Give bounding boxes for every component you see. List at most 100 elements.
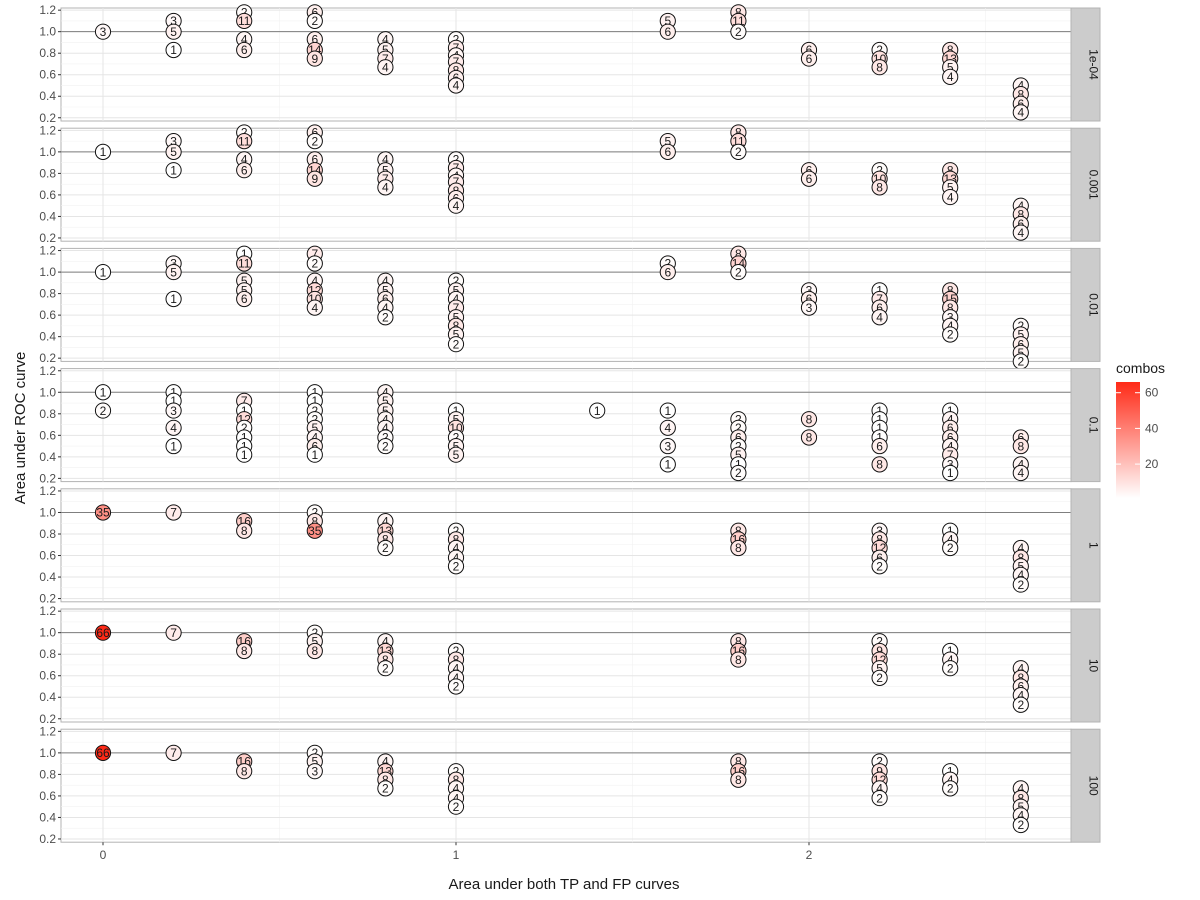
- point-marker: [377, 780, 394, 797]
- data-point: 1: [165, 41, 182, 59]
- y-tick-label: 0.8: [39, 767, 56, 781]
- facet-panels: 0.20.40.60.81.01.23351211466261494574274…: [39, 3, 1101, 846]
- y-tick-label: 0.2: [39, 471, 56, 485]
- point-marker: [306, 170, 323, 187]
- data-point: 11: [236, 133, 253, 150]
- point-label: 5: [170, 145, 177, 159]
- point-label: 4: [382, 274, 389, 288]
- y-tick-label: 1.0: [39, 626, 56, 640]
- y-tick-label: 1.0: [39, 25, 56, 39]
- point-label: 8: [241, 764, 248, 778]
- point-label: 4: [876, 782, 883, 796]
- point-marker: [447, 197, 465, 214]
- point-marker: [377, 309, 394, 326]
- point-label: 8: [311, 514, 318, 528]
- facet-strip-label: 0.01: [1087, 293, 1101, 317]
- point-label: 4: [1017, 226, 1024, 240]
- point-label: 4: [311, 274, 318, 288]
- data-point: 4: [871, 309, 888, 326]
- data-point: 5: [165, 23, 182, 40]
- data-point: 8: [871, 179, 888, 196]
- point-label: 5: [241, 284, 248, 298]
- data-point: 5: [447, 446, 465, 463]
- point-marker: [377, 660, 394, 677]
- point-label: 1: [100, 385, 107, 399]
- point-marker: [165, 263, 182, 281]
- point-label: 7: [241, 394, 248, 408]
- point-label: 35: [96, 506, 110, 520]
- point-label: 8: [735, 524, 742, 538]
- legend-tick-label: 40: [1145, 421, 1159, 435]
- y-tick-label: 1.2: [39, 244, 56, 258]
- point-marker: [659, 456, 676, 473]
- point-marker: [800, 299, 818, 316]
- point-label: 5: [876, 661, 883, 675]
- point-label: 6: [806, 52, 813, 66]
- point-label: 4: [947, 533, 954, 547]
- point-label: 1: [311, 394, 318, 408]
- point-marker: [306, 522, 323, 539]
- point-label: 8: [453, 319, 460, 333]
- point-marker: [1012, 464, 1029, 482]
- point-label: 2: [735, 412, 742, 426]
- point-label: 5: [1017, 800, 1024, 814]
- data-point: 11: [236, 255, 253, 272]
- point-marker: [165, 290, 182, 308]
- point-label: 3: [664, 439, 671, 453]
- point-marker: [236, 41, 253, 59]
- point-marker: [94, 143, 112, 160]
- point-marker: [306, 50, 323, 67]
- point-marker: [165, 162, 182, 179]
- point-label: 7: [453, 175, 460, 189]
- data-point: 2: [306, 255, 323, 272]
- point-label: 2: [453, 274, 460, 288]
- facet-strip-label: 1: [1087, 542, 1101, 549]
- point-label: 2: [876, 755, 883, 769]
- point-label: 8: [947, 301, 954, 315]
- point-label: 5: [664, 134, 671, 148]
- point-label: 2: [453, 800, 460, 814]
- panel-background: [60, 728, 1072, 843]
- point-label: 3: [947, 458, 954, 472]
- point-label: 8: [735, 247, 742, 261]
- data-point: 1: [589, 402, 606, 419]
- point-marker: [730, 143, 747, 160]
- point-marker: [236, 255, 253, 272]
- point-label: 1: [170, 43, 177, 57]
- facet-panel: 0.20.40.60.81.01.21351211466261494574274…: [39, 123, 1101, 245]
- point-marker: [306, 763, 323, 780]
- facet-strip: [1070, 247, 1101, 362]
- y-tick-label: 0.8: [39, 166, 56, 180]
- point-label: 2: [311, 14, 318, 28]
- point-label: 1: [311, 448, 318, 462]
- point-label: 1: [241, 448, 248, 462]
- point-label: 5: [947, 181, 954, 195]
- point-label: 4: [311, 301, 318, 315]
- data-point: 2: [94, 402, 112, 419]
- point-label: 2: [100, 404, 107, 418]
- point-marker: [94, 744, 112, 761]
- point-label: 1: [170, 385, 177, 399]
- data-point: 4: [377, 179, 394, 196]
- point-label: 2: [947, 661, 954, 675]
- point-label: 7: [382, 52, 389, 66]
- point-label: 8: [735, 6, 742, 20]
- data-point: 2: [871, 669, 888, 686]
- data-point: 7: [165, 624, 182, 641]
- data-point: 2: [942, 660, 959, 677]
- point-label: 2: [876, 791, 883, 805]
- point-label: 4: [453, 79, 460, 93]
- point-label: 11: [238, 257, 251, 271]
- data-point: 11: [236, 12, 253, 30]
- point-label: 6: [806, 292, 813, 306]
- data-point: 6: [659, 263, 676, 281]
- point-label: 4: [947, 653, 954, 667]
- data-point: 2: [1012, 576, 1029, 593]
- data-point: 2: [377, 660, 394, 677]
- y-tick-label: 0.4: [39, 810, 56, 824]
- point-label: 7: [876, 292, 883, 306]
- point-label: 4: [382, 301, 389, 315]
- data-point: 8: [236, 642, 253, 660]
- point-label: 4: [947, 319, 954, 333]
